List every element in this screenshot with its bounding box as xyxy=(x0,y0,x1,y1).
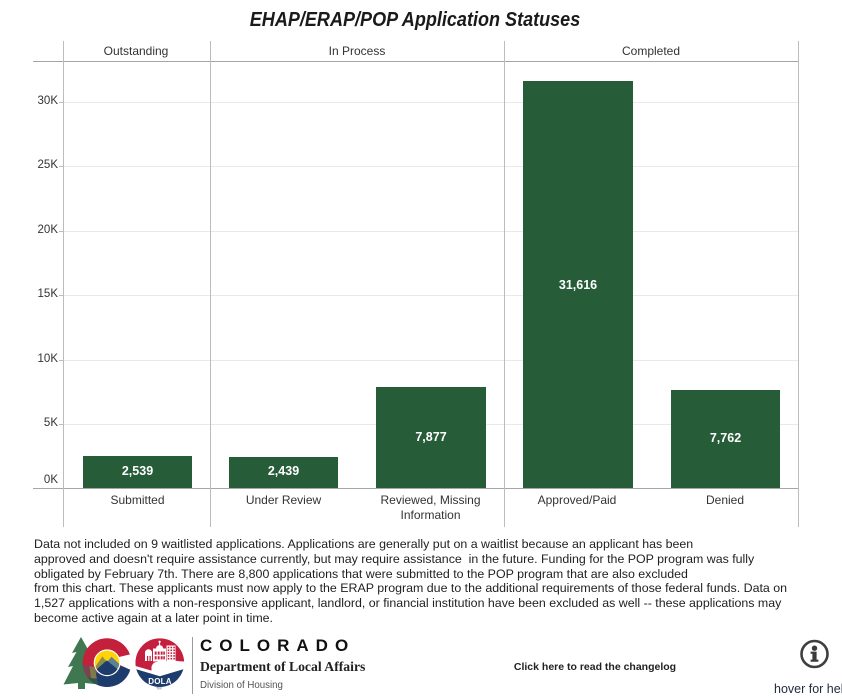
svg-text:TM: TM xyxy=(156,687,161,691)
svg-text:DOLA: DOLA xyxy=(148,677,171,686)
